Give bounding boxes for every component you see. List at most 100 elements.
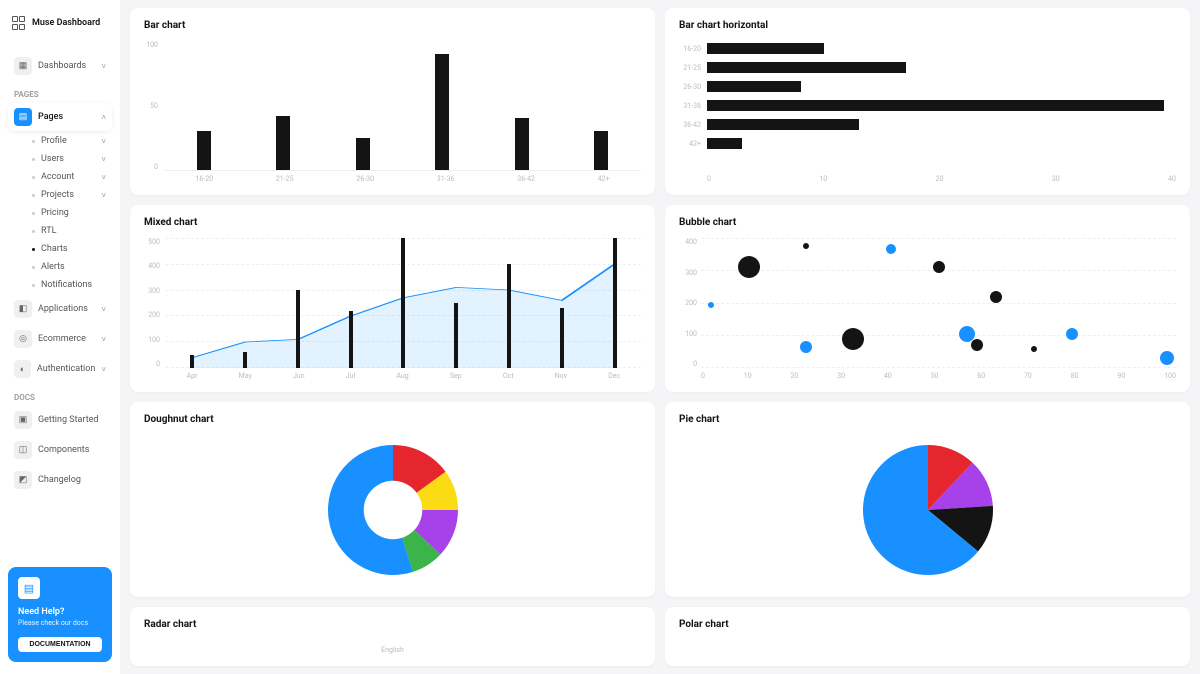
bar-horizontal-chart: 16-2021-2526-3031-3636-4242+ [679,41,1176,171]
dot-icon [32,140,35,143]
bar [197,131,211,170]
bar [707,62,906,73]
chevron-down-icon: ˅ [101,335,106,344]
sidebar-item-label: Charts [41,244,106,254]
nav-components[interactable]: ◫ Components [8,436,112,464]
card-title: Polar chart [679,619,1176,630]
bar [435,54,449,170]
bar [515,118,529,170]
card-bar-chart: Bar chart 100500 16-2021-2526-3031-3636-… [130,8,655,195]
section-pages: PAGES [8,82,112,103]
card-mixed-chart: Mixed chart 5004003002001000 AprMayJunJu… [130,205,655,392]
nav-applications[interactable]: ◧ Applications ˅ [8,295,112,323]
dot-icon [32,158,35,161]
sidebar-item-users[interactable]: Users˅ [26,151,112,167]
lock-icon: ◐ [14,360,31,378]
changelog-icon: ◩ [14,471,32,489]
sidebar-item-projects[interactable]: Projects ˅ [26,187,112,203]
bar [594,131,608,170]
radar-label: English [144,640,641,654]
sidebar-item-label: Alerts [41,262,106,272]
sidebar-item-label: Users [41,154,95,164]
rocket-icon: ▣ [14,411,32,429]
pie-chart [679,435,1176,585]
nav-getting-started[interactable]: ▣ Getting Started [8,406,112,434]
dot-icon [32,230,35,233]
nav-authentication[interactable]: ◐ Authentication ˅ [8,355,112,383]
sidebar-item-label: Projects [41,190,95,200]
bubble-point [1031,346,1037,352]
sidebar-item-profile[interactable]: Profile˅ [26,133,112,149]
bubble-chart: 4003002001000 [679,238,1176,368]
sidebar-item-pricing[interactable]: Pricing [26,205,112,221]
cart-icon: ◎ [14,330,32,348]
bubble-point [1160,351,1174,365]
bubble-point [933,261,945,273]
card-title: Mixed chart [144,217,641,228]
bubble-point [800,341,812,353]
nav-dashboards[interactable]: ▦ Dashboards ˅ [8,52,112,80]
bubble-point [1066,328,1078,340]
app-title: Muse Dashboard [32,18,100,28]
bar [190,355,194,368]
card-doughnut-chart: Doughnut chart [130,402,655,597]
logo-icon [12,16,26,30]
components-icon: ◫ [14,441,32,459]
sidebar-item-label: Account [41,172,95,182]
bubble-point [886,244,896,254]
grid-icon: ▦ [14,57,32,75]
card-bubble-chart: Bubble chart 4003002001000 0102030405060… [665,205,1190,392]
sidebar-item-label: Notifications [41,280,106,290]
chevron-down-icon: ˅ [101,305,106,314]
dot-icon [32,266,35,269]
card-radar-chart: Radar chart English [130,607,655,666]
bar [507,264,511,368]
card-title: Pie chart [679,414,1176,425]
documentation-button[interactable]: DOCUMENTATION [18,637,102,652]
bar [243,352,247,368]
doughnut-chart [144,435,641,585]
bar [613,238,617,368]
nav-ecommerce[interactable]: ◎ Ecommerce ˅ [8,325,112,353]
card-pie-chart: Pie chart [665,402,1190,597]
sidebar-item-charts[interactable]: Charts [26,241,112,257]
bubble-point [971,339,983,351]
dot-icon [32,212,35,215]
chevron-down-icon: ˅ [101,137,106,146]
sidebar-item-label: Pricing [41,208,106,218]
card-title: Radar chart [144,619,641,630]
apps-icon: ◧ [14,300,32,318]
card-polar-chart: Polar chart [665,607,1190,666]
nav-pages-submenu: Profile˅Users˅Account˅Projects˅PricingRT… [8,133,112,295]
mixed-chart: 5004003002001000 [144,238,641,368]
nav-changelog[interactable]: ◩ Changelog [8,466,112,494]
dot-icon [32,176,35,179]
card-title: Doughnut chart [144,414,641,425]
bar [707,43,824,54]
bubble-point [708,302,714,308]
bar [401,238,405,368]
bar [707,138,742,149]
logo[interactable]: Muse Dashboard [8,12,112,34]
bubble-point [738,256,760,278]
bar [707,100,1164,111]
chevron-down-icon: ˅ [101,191,106,200]
nav-pages[interactable]: ▤ Pages ˄ [8,103,112,131]
sidebar-item-alerts[interactable]: Alerts [26,259,112,275]
bar [707,119,859,130]
bar [276,116,290,170]
sidebar: Muse Dashboard ▦ Dashboards ˅ PAGES ▤ Pa… [0,0,120,674]
bar-chart: 100500 [144,41,641,171]
bubble-point [842,328,864,350]
sidebar-item-account[interactable]: Account˅ [26,169,112,185]
sidebar-item-rtl[interactable]: RTL [26,223,112,239]
dot-icon [32,284,35,287]
dot-icon [32,194,35,197]
help-sub: Please check our docs [18,619,102,627]
help-icon: ▤ [18,577,40,599]
bar [296,290,300,368]
main-content: Bar chart 100500 16-2021-2526-3031-3636-… [120,0,1200,674]
chevron-down-icon: ˅ [101,62,106,71]
card-title: Bubble chart [679,217,1176,228]
sidebar-item-notifications[interactable]: Notifications [26,277,112,293]
